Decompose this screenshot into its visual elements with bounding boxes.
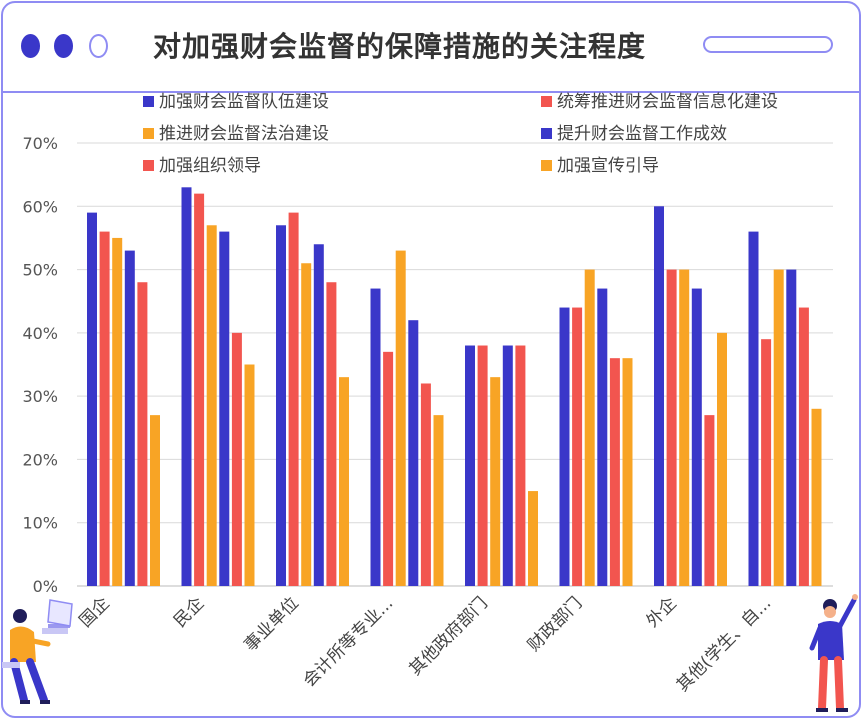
legend-swatch bbox=[541, 128, 552, 139]
bar bbox=[798, 307, 809, 586]
bar bbox=[194, 193, 205, 586]
bar bbox=[597, 288, 608, 586]
bar bbox=[383, 351, 394, 586]
legend-swatch bbox=[143, 128, 154, 139]
y-tick-label: 70% bbox=[22, 134, 58, 153]
bar bbox=[761, 339, 772, 586]
window-dot-3 bbox=[89, 34, 108, 58]
bar bbox=[408, 320, 419, 586]
legend-label: 推进财会监督法治建设 bbox=[159, 124, 329, 144]
x-tick-label: 会计所等专业... bbox=[300, 593, 398, 691]
legend-label: 加强财会监督队伍建设 bbox=[159, 92, 329, 112]
bar bbox=[231, 332, 242, 586]
bar bbox=[559, 307, 570, 586]
bar bbox=[276, 225, 286, 586]
bar bbox=[433, 415, 444, 586]
bar bbox=[370, 288, 381, 586]
bar bbox=[584, 269, 595, 586]
bar bbox=[99, 231, 110, 586]
bar bbox=[515, 345, 526, 586]
x-tick-label: 国企 bbox=[76, 593, 114, 631]
y-tick-label: 40% bbox=[22, 324, 58, 343]
legend-swatch bbox=[541, 96, 552, 107]
y-tick-label: 20% bbox=[22, 450, 58, 469]
bars bbox=[87, 187, 822, 587]
bar bbox=[679, 269, 690, 586]
bar bbox=[502, 345, 513, 586]
bar bbox=[395, 250, 406, 587]
y-axis: 0% 10% 20% 30% 40% 50% 60% 70% bbox=[22, 134, 58, 596]
bar bbox=[609, 358, 620, 586]
bar bbox=[748, 231, 759, 586]
y-tick-label: 10% bbox=[22, 514, 58, 533]
x-tick-label: 财政部门 bbox=[524, 593, 586, 655]
y-tick-label: 30% bbox=[22, 387, 58, 406]
legend-label: 加强组织领导 bbox=[159, 156, 261, 176]
person-at-laptop-illustration bbox=[2, 599, 73, 704]
bar bbox=[87, 212, 97, 586]
bar bbox=[326, 282, 337, 586]
bar bbox=[420, 383, 431, 586]
bar bbox=[124, 250, 135, 587]
bar bbox=[786, 269, 797, 586]
legend-label: 统筹推进财会监督信息化建设 bbox=[557, 92, 778, 112]
bar bbox=[112, 237, 123, 586]
bar bbox=[666, 269, 677, 586]
chart-title: 对加强财会监督的保障措施的关注程度 bbox=[153, 30, 647, 63]
window-dot-2 bbox=[54, 34, 73, 58]
bar bbox=[206, 225, 217, 586]
bar bbox=[490, 377, 501, 586]
legend-swatch bbox=[143, 160, 154, 171]
legend-swatch bbox=[541, 160, 552, 171]
bar bbox=[301, 263, 312, 586]
bar bbox=[150, 415, 160, 586]
bar bbox=[339, 377, 349, 586]
x-tick-label: 其他(学生、自... bbox=[673, 593, 775, 695]
window-dot-1 bbox=[21, 34, 40, 58]
bar bbox=[622, 358, 633, 586]
bar bbox=[313, 244, 324, 586]
bar bbox=[717, 332, 727, 586]
person-waving-illustration bbox=[809, 594, 858, 712]
x-tick-label: 外企 bbox=[643, 593, 681, 631]
bar bbox=[181, 187, 192, 587]
bar bbox=[477, 345, 488, 586]
title-bar: 对加强财会监督的保障措施的关注程度 bbox=[3, 3, 859, 93]
bar bbox=[528, 491, 538, 586]
bar bbox=[811, 408, 822, 586]
x-tick-label: 其他政府部门 bbox=[406, 593, 492, 679]
x-tick-label: 事业单位 bbox=[241, 593, 303, 655]
bar bbox=[465, 345, 475, 586]
bar bbox=[691, 288, 702, 586]
y-tick-label: 60% bbox=[22, 197, 58, 216]
legend-label: 加强宣传引导 bbox=[557, 156, 659, 176]
legend-label: 提升财会监督工作成效 bbox=[557, 124, 727, 144]
bar bbox=[704, 415, 715, 586]
bar bbox=[572, 307, 583, 586]
title-pill-decoration bbox=[703, 36, 833, 53]
y-tick-label: 0% bbox=[33, 577, 58, 596]
bar bbox=[244, 364, 255, 586]
legend-swatch bbox=[143, 96, 154, 107]
bar bbox=[137, 282, 148, 586]
bar bbox=[654, 206, 664, 587]
y-tick-label: 50% bbox=[22, 261, 58, 280]
bar bbox=[219, 231, 230, 586]
x-tick-label: 民企 bbox=[170, 593, 208, 631]
bar bbox=[288, 212, 299, 586]
bar bbox=[773, 269, 784, 586]
